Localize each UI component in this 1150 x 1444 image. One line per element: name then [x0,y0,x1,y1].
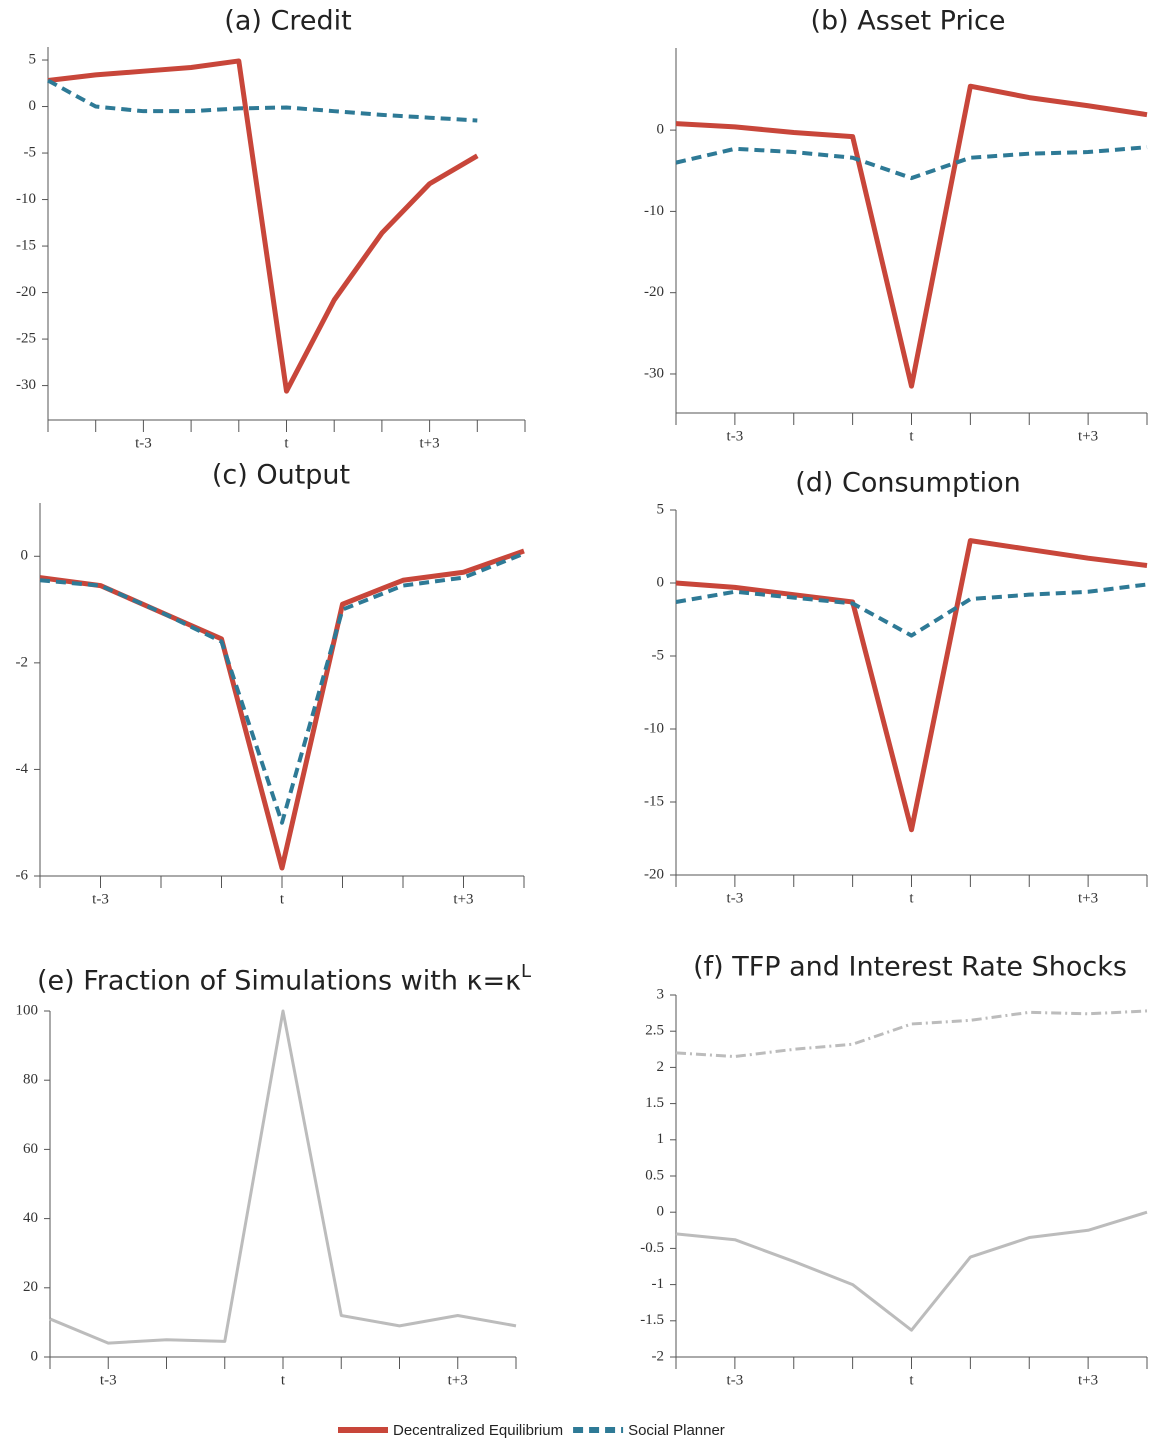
series-line [49,1009,517,1345]
series-line [675,538,1148,833]
y-tick-label: -20 [644,284,664,300]
y-tick-label: 0 [657,1204,665,1220]
y-tick-label: 0 [657,122,665,138]
y-tick-label: -15 [644,793,664,809]
y-tick-label: -6 [16,867,29,883]
series-line [675,1009,1148,1059]
y-tick-label: 1 [657,1131,665,1147]
series-line [675,582,1148,638]
x-tick-label: t+3 [1078,428,1098,444]
series-line [47,78,478,123]
y-tick-label: 2 [657,1059,665,1075]
y-tick-label: 0 [657,574,665,590]
x-tick-label: t-3 [92,891,109,907]
y-tick-label: 60 [23,1141,38,1157]
y-tick-label: 2.5 [645,1023,664,1039]
y-tick-label: -1.5 [640,1312,664,1328]
x-tick-label: t+3 [1078,890,1098,906]
y-tick-label: 0 [21,548,29,564]
panel-title: (b) Asset Price [810,6,1005,37]
y-tick-label: 1.5 [645,1095,664,1111]
y-tick-label: -20 [644,866,664,882]
legend-label: Decentralized Equilibrium [393,1422,563,1439]
y-tick-label: -25 [16,331,36,347]
y-tick-label: -15 [16,237,36,253]
x-tick-label: t-3 [727,1372,744,1388]
y-tick-label: 80 [23,1072,38,1088]
y-tick-label: -10 [644,203,664,219]
y-tick-label: 3 [657,986,665,1002]
panel-title: (e) Fraction of Simulations with κ=κL [37,961,531,997]
x-tick-label: t+3 [1078,1372,1098,1388]
y-tick-label: 5 [29,51,37,67]
panel-title: (d) Consumption [795,468,1021,499]
y-tick-label: -30 [644,365,664,381]
x-tick-label: t [909,428,914,444]
x-tick-label: t+3 [448,1372,468,1388]
series-line [675,1210,1148,1332]
y-tick-label: -2 [16,654,29,670]
legend-label: Social Planner [628,1422,725,1439]
y-tick-label: -10 [16,191,36,207]
y-tick-label: -5 [24,144,37,160]
y-tick-label: -1 [652,1276,665,1292]
x-tick-label: t-3 [135,435,152,451]
x-tick-label: t [281,1372,286,1388]
x-tick-label: t [909,1372,914,1388]
panel-title: (f) TFP and Interest Rate Shocks [693,952,1127,983]
x-tick-label: t-3 [727,890,744,906]
y-tick-label: -0.5 [640,1240,664,1256]
y-tick-label: 20 [23,1279,38,1295]
y-tick-label: -20 [16,284,36,300]
y-tick-label: -4 [16,761,29,777]
y-tick-label: -10 [644,720,664,736]
x-tick-label: t+3 [420,435,440,451]
y-tick-label: 100 [16,1002,39,1018]
panel-title: (c) Output [212,460,350,491]
series-line [39,551,525,825]
y-tick-label: -2 [652,1348,665,1364]
y-tick-label: 0.5 [645,1167,664,1183]
y-tick-label: -5 [652,647,665,663]
y-tick-label: 0 [31,1348,39,1364]
y-tick-label: 40 [23,1210,38,1226]
series-line [675,83,1148,389]
x-tick-label: t [284,435,289,451]
y-tick-label: -30 [16,377,36,393]
x-tick-label: t+3 [453,891,473,907]
y-tick-label: 5 [657,501,665,517]
series-line [675,145,1148,181]
panel-title: (a) Credit [224,6,351,37]
x-tick-label: t [909,890,914,906]
x-tick-label: t [280,891,285,907]
series-line [47,58,479,394]
title-superscript: L [521,961,531,982]
y-tick-label: 0 [29,98,37,114]
x-tick-label: t-3 [100,1372,117,1388]
x-tick-label: t-3 [727,428,744,444]
